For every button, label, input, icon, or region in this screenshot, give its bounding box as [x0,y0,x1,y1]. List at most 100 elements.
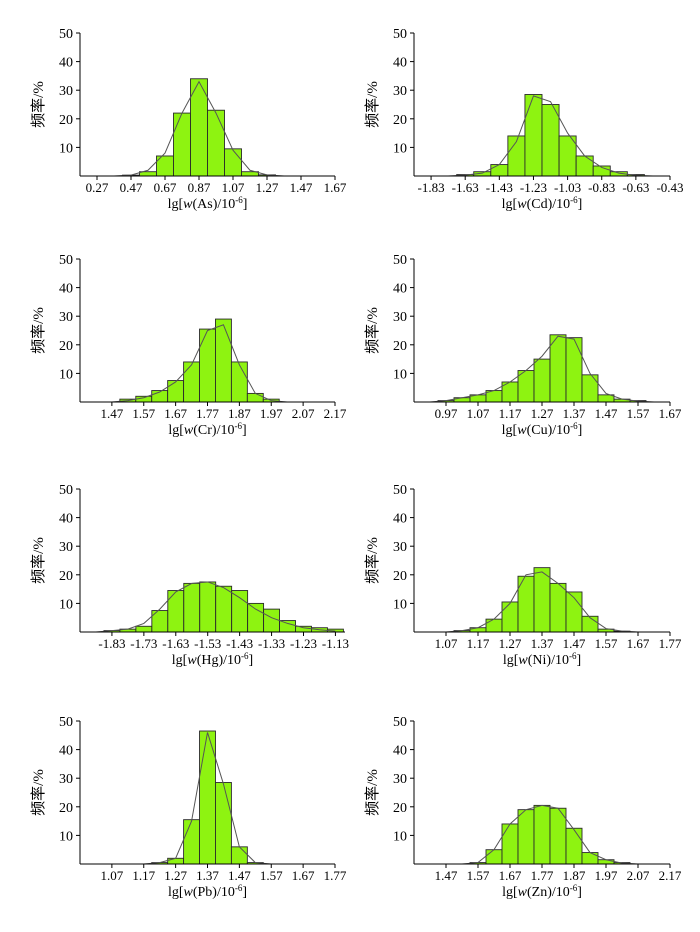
x-tick-label: 1.47 [595,406,618,421]
x-axis-label-part: w [518,653,528,668]
x-tick-label: 2.07 [627,868,650,883]
x-axis-label-part: lg[ [168,423,184,438]
y-axis-label: 频率/% [364,81,381,128]
y-tick-label: 40 [59,282,73,297]
x-tick-label: 1.67 [292,868,315,883]
y-tick-label: 40 [59,56,73,71]
x-tick-label: -1.43 [486,180,513,195]
x-axis-label-part: (Pb)/10 [193,885,235,900]
x-tick-label: 1.07 [222,180,245,195]
x-tick-label: 1.37 [531,636,554,651]
y-tick-label: 20 [393,801,407,816]
x-tick-label: -1.33 [258,636,285,651]
y-tick-label: 20 [393,113,407,128]
y-axis-label: 频率/% [30,307,47,354]
y-tick-label: 10 [59,829,73,844]
y-tick-label: 20 [59,339,73,354]
histogram-bar [263,608,280,633]
histogram-bar [533,804,551,865]
histogram-bar [501,601,519,633]
y-axis-label: 频率/% [364,769,381,816]
histogram-bar [173,112,191,177]
y-tick-label: 40 [59,512,73,527]
histogram-bar [183,582,201,633]
x-tick-label: 1.47 [563,636,586,651]
histogram-bar [549,582,567,633]
y-tick-label: 10 [393,367,407,382]
x-axis-label-part: (Ni)/10 [528,653,569,668]
histogram-bar [199,581,217,633]
y-tick-label: 50 [393,27,407,42]
x-tick-label: 1.07 [435,636,458,651]
x-tick-label: 1.27 [499,636,522,651]
histogram-bar [215,318,232,403]
x-tick-label: 1.57 [627,406,650,421]
x-axis-label-part: lg[ [503,653,519,668]
y-tick-label: 20 [59,801,73,816]
fit-curve [429,335,655,403]
x-tick-label: -0.63 [622,180,649,195]
x-tick-label: 2.17 [659,868,682,883]
x-axis-label-part: -6 [570,195,578,205]
x-axis-label-part: lg[ [502,423,518,438]
x-axis-label-part: ] [576,653,581,668]
histogram-bar [199,328,216,403]
x-axis-label: lg[w(As)/10-6] [168,195,248,212]
x-axis-label-part: lg[ [502,885,518,900]
x-tick-label: -1.63 [452,180,479,195]
y-tick-label: 40 [393,744,407,759]
y-axis-label: 频率/% [30,769,47,816]
x-tick-label: -1.63 [162,636,189,651]
x-tick-label: 2.07 [292,406,315,421]
x-tick-label: 0.87 [188,180,211,195]
x-axis-label-part: ] [577,885,582,900]
fit-curve [448,95,653,177]
x-tick-label: 1.57 [595,636,618,651]
x-tick-label: 1.67 [499,868,522,883]
y-tick-label: 50 [59,715,73,730]
y-tick-label: 30 [59,84,73,99]
x-axis-label-part: w [517,423,527,438]
x-tick-label: 1.07 [467,406,490,421]
x-tick-label: 1.67 [324,180,347,195]
y-tick-label: 50 [393,715,407,730]
histogram-bar [230,361,248,403]
y-tick-label: 20 [393,339,407,354]
x-tick-label: -1.13 [322,636,349,651]
x-tick-label: 1.07 [101,868,124,883]
x-tick-label: 0.67 [154,180,177,195]
x-axis-label-part: (Cu)/10 [527,423,571,438]
histogram-bar [565,337,583,403]
y-tick-label: 40 [393,56,407,71]
histogram-bar [501,823,519,865]
x-tick-label: 1.47 [228,868,251,883]
histogram-bar [183,361,200,403]
y-tick-label: 10 [59,367,73,382]
x-tick-label: 1.87 [228,406,251,421]
histogram-bar [581,852,599,865]
histogram-bar [533,358,551,403]
y-tick-label: 30 [59,540,73,555]
histogram-bar [549,807,567,865]
x-tick-label: 1.67 [164,406,187,421]
x-axis-label: lg[w(Ni)/10-6] [503,651,581,668]
histogram-bar [524,94,543,177]
x-axis-label-part: -6 [235,883,243,893]
histogram-bar [517,370,535,403]
histogram-bar [167,380,185,403]
x-tick-label: 1.17 [499,406,522,421]
x-axis-label-part: (Cr)/10 [193,423,234,438]
x-tick-label: 1.57 [467,868,490,883]
x-tick-label: 0.27 [86,180,109,195]
histogram-bar [565,827,583,865]
y-tick-label: 30 [59,310,73,325]
x-tick-label: -1.83 [98,636,125,651]
histogram-bar [581,374,599,403]
x-axis-label-part: lg[ [168,885,184,900]
y-tick-label: 40 [393,512,407,527]
y-axis-label: 频率/% [364,307,381,354]
x-tick-label: -1.23 [290,636,317,651]
y-tick-label: 30 [59,772,73,787]
